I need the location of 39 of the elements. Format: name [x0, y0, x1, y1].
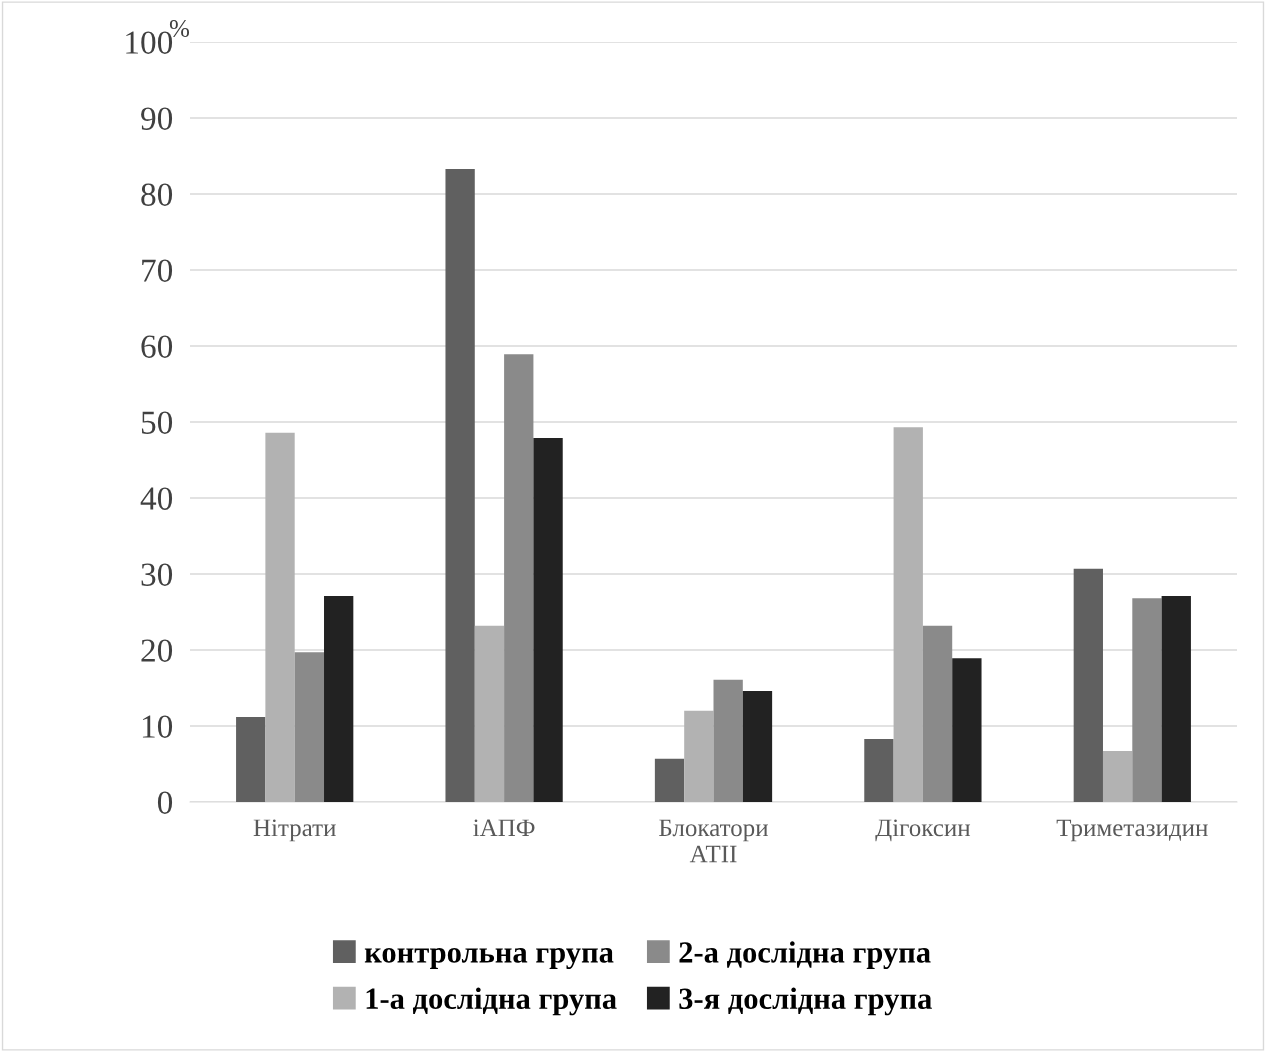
bar	[1073, 568, 1103, 802]
bar	[236, 716, 266, 802]
legend-label: 3-я дослідна група	[679, 987, 932, 1016]
bar	[445, 168, 475, 802]
y-tick-label: 70	[142, 259, 173, 282]
bar	[713, 679, 743, 802]
y-tick-label: 90	[141, 107, 173, 130]
bar	[952, 658, 982, 802]
y-tick-label: 40	[140, 487, 173, 510]
bar	[324, 596, 354, 802]
bar	[1102, 751, 1133, 802]
bar	[864, 738, 894, 802]
y-tick-label: 10	[142, 715, 173, 738]
y-tick-label: 30	[141, 563, 173, 586]
x-tick-label: Триметазидин	[1056, 819, 1208, 842]
bar	[1132, 598, 1162, 802]
bar	[742, 691, 773, 802]
x-tick-label: іАПФ	[473, 819, 535, 837]
x-tick-label: Блокатори АТІІ	[659, 819, 768, 863]
bar	[654, 758, 685, 802]
y-tick-label: 80	[141, 183, 173, 206]
legend-label: 2-а дослідна група	[679, 941, 931, 970]
x-tick-label: Нітрати	[253, 819, 336, 842]
x-tick-label: Дігоксин	[875, 819, 971, 842]
legend-label: 1-а дослідна група	[366, 987, 617, 1016]
bar	[294, 652, 325, 802]
bar	[684, 710, 714, 802]
bar	[474, 625, 505, 802]
y-tick-label: 50	[141, 411, 173, 434]
y-tick-label: 60	[141, 335, 173, 358]
legend-label: контрольна група	[364, 948, 614, 970]
bar	[265, 432, 295, 802]
y-tick-label: 20	[141, 639, 173, 662]
bar	[922, 625, 953, 802]
bar	[1161, 596, 1191, 802]
y-tick-label: 0	[157, 791, 173, 814]
bar	[893, 427, 923, 802]
bar	[533, 437, 563, 802]
bar	[504, 354, 534, 802]
